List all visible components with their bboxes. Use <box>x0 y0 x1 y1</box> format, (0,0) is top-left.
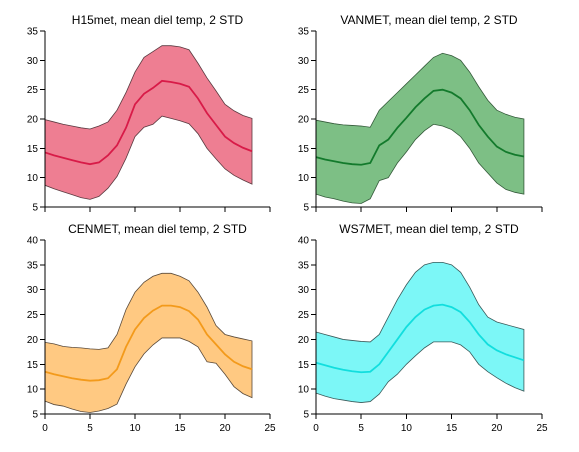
y-tick-label-vanmet-15: 15 <box>298 144 310 155</box>
x-tick-label-cenmet-10: 10 <box>129 423 141 434</box>
y-tick-label-h15met-35: 35 <box>27 27 39 38</box>
chart-title-cenmet: CENMET, mean diel temp, 2 STD <box>68 222 247 236</box>
mean-line-h15met <box>44 79 253 166</box>
y-tick-label-cenmet-15: 15 <box>27 360 39 371</box>
y-tick-label-ws7met-35: 35 <box>298 260 310 271</box>
x-tick-label-ws7met-15: 15 <box>446 423 458 434</box>
y-tick-label-vanmet-30: 30 <box>298 56 310 67</box>
y-tick-label-cenmet-10: 10 <box>27 385 39 396</box>
y-tick-label-cenmet-20: 20 <box>27 335 39 346</box>
std-band-h15met <box>44 45 253 200</box>
y-tick-label-vanmet-35: 35 <box>298 27 310 38</box>
y-tick-label-vanmet-20: 20 <box>298 115 310 126</box>
x-tick-label-cenmet-20: 20 <box>219 423 231 434</box>
mean-line-cenmet <box>44 304 253 382</box>
x-tick-label-ws7met-20: 20 <box>491 423 503 434</box>
chart-title-h15met: H15met, mean diel temp, 2 STD <box>72 13 244 27</box>
x-tick-label-cenmet-5: 5 <box>87 423 93 434</box>
chart-title-ws7met: WS7MET, mean diel temp, 2 STD <box>339 222 519 236</box>
y-tick-label-vanmet-25: 25 <box>298 85 310 96</box>
y-tick-label-h15met-5: 5 <box>32 203 38 214</box>
x-tick-label-cenmet-25: 25 <box>264 423 276 434</box>
y-tick-label-cenmet-40: 40 <box>27 236 39 247</box>
std-band-cenmet <box>44 272 253 413</box>
y-tick-label-ws7met-15: 15 <box>298 360 310 371</box>
std-band-vanmet <box>315 52 525 204</box>
y-tick-label-cenmet-30: 30 <box>27 285 39 296</box>
x-tick-label-cenmet-15: 15 <box>174 423 186 434</box>
y-tick-label-ws7met-10: 10 <box>298 385 310 396</box>
y-tick-label-h15met-25: 25 <box>27 85 39 96</box>
y-tick-label-h15met-20: 20 <box>27 115 39 126</box>
x-tick-label-ws7met-0: 0 <box>313 423 319 434</box>
y-tick-label-ws7met-25: 25 <box>298 310 310 321</box>
y-tick-label-ws7met-20: 20 <box>298 335 310 346</box>
x-tick-label-cenmet-0: 0 <box>42 423 48 434</box>
y-tick-label-vanmet-10: 10 <box>298 173 310 184</box>
y-tick-label-h15met-10: 10 <box>27 173 39 184</box>
chart-title-vanmet: VANMET, mean diel temp, 2 STD <box>340 13 518 27</box>
mean-line-vanmet <box>315 88 525 166</box>
panel-vanmet: VANMET, mean diel temp, 2 STD 5 10 15 20 25 30… <box>298 13 543 214</box>
panel-ws7met: WS7MET, mean diel temp, 2 STD 5 10 15 20 25 30… <box>298 222 548 434</box>
std-band-ws7met <box>315 261 525 403</box>
y-tick-label-h15met-30: 30 <box>27 56 39 67</box>
x-tick-label-ws7met-5: 5 <box>358 423 364 434</box>
x-tick-label-ws7met-10: 10 <box>401 423 413 434</box>
y-tick-label-cenmet-35: 35 <box>27 260 39 271</box>
panel-cenmet: CENMET, mean diel temp, 2 STD 5 10 15 20 25 30… <box>27 222 276 434</box>
x-tick-label-ws7met-25: 25 <box>536 423 548 434</box>
y-tick-label-cenmet-25: 25 <box>27 310 39 321</box>
y-tick-label-cenmet-5: 5 <box>32 410 38 421</box>
mean-line-ws7met <box>315 303 525 374</box>
y-tick-label-vanmet-5: 5 <box>303 203 309 214</box>
panel-h15met: H15met, mean diel temp, 2 STD 5 10 15 20 25 30… <box>27 13 271 214</box>
y-tick-label-ws7met-30: 30 <box>298 285 310 296</box>
y-tick-label-ws7met-5: 5 <box>303 410 309 421</box>
y-tick-label-ws7met-40: 40 <box>298 236 310 247</box>
y-tick-label-h15met-15: 15 <box>27 144 39 155</box>
